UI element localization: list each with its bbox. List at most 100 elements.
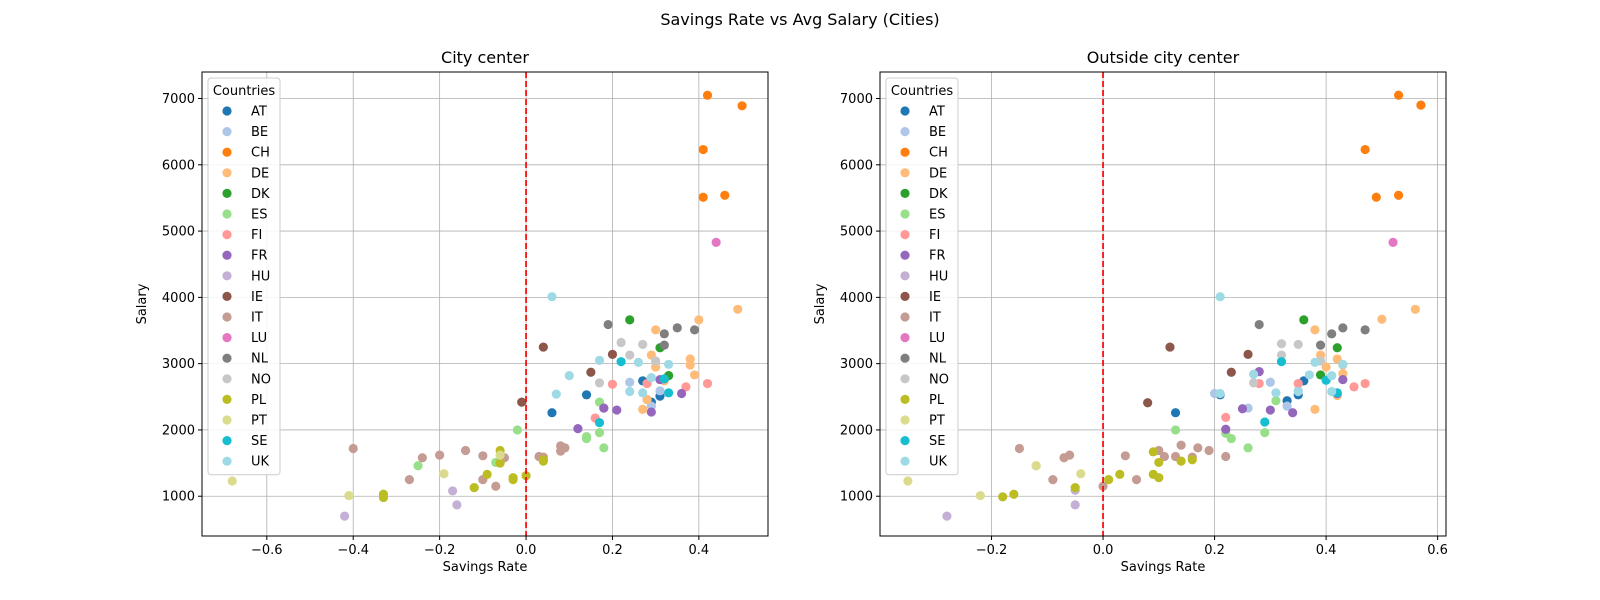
legend-label-fr: FR — [251, 249, 268, 264]
data-point-ch — [737, 101, 747, 111]
data-point-it — [1064, 450, 1075, 460]
data-point-it — [1014, 443, 1025, 454]
y-tick-label: 1000 — [162, 490, 195, 505]
legend-label-ch: CH — [929, 146, 948, 161]
data-point-fr — [676, 388, 687, 399]
data-point-it — [1120, 451, 1130, 461]
legend-marker-nl — [900, 353, 910, 363]
data-point-fr — [612, 405, 622, 415]
legend-label-uk: UK — [251, 455, 270, 470]
data-point-uk — [1249, 369, 1259, 379]
data-point-pt — [227, 476, 237, 486]
data-point-pl — [495, 458, 505, 468]
x-tick-label: −0.2 — [424, 543, 456, 558]
data-point-ch — [1416, 100, 1426, 110]
data-point-nl — [603, 319, 613, 330]
data-point-at — [547, 408, 557, 418]
data-point-it — [1131, 475, 1142, 485]
data-point-se — [664, 388, 674, 398]
data-point-pt — [903, 476, 913, 486]
data-point-ie — [1243, 349, 1253, 359]
data-point-ch — [698, 192, 708, 202]
data-point-no — [1249, 378, 1259, 388]
data-point-ch — [1394, 90, 1404, 100]
data-point-nl — [1327, 329, 1337, 339]
data-point-uk — [547, 292, 557, 302]
legend-label-it: IT — [929, 311, 941, 326]
data-point-es — [599, 443, 609, 453]
data-point-be — [1265, 377, 1275, 387]
data-point-uk — [1293, 386, 1303, 397]
y-tick-label: 7000 — [840, 92, 873, 107]
data-point-es — [1260, 427, 1270, 438]
y-tick-label: 6000 — [162, 158, 195, 173]
data-point-nl — [672, 323, 682, 333]
data-point-it — [1193, 443, 1203, 453]
data-point-hu — [339, 511, 350, 521]
legend-label-lu: LU — [251, 331, 267, 346]
data-point-ch — [1360, 144, 1370, 155]
data-point-uk — [564, 370, 574, 381]
data-point-ch — [702, 90, 713, 100]
legend-label-lu: LU — [929, 331, 945, 346]
legend-label-at: AT — [251, 105, 267, 120]
data-point-pl — [1154, 473, 1164, 483]
legend-marker-dk — [900, 188, 910, 198]
data-point-hu — [447, 486, 458, 496]
legend-label-fr: FR — [929, 249, 946, 264]
legend-marker-se — [222, 436, 232, 446]
x-tick-label: 0.4 — [689, 543, 710, 558]
x-tick-label: 0.4 — [1316, 543, 1337, 558]
data-point-pt — [975, 490, 985, 501]
data-point-pl — [378, 492, 389, 503]
y-tick-label: 5000 — [840, 225, 873, 240]
legend-marker-de — [900, 168, 910, 178]
legend-marker-es — [222, 209, 232, 219]
data-point-ie — [1165, 342, 1175, 352]
data-point-de — [1321, 362, 1331, 372]
y-tick-label: 5000 — [162, 225, 195, 240]
legend-marker-lu — [900, 333, 910, 343]
data-point-nl — [659, 340, 669, 350]
legend-marker-hu — [222, 271, 232, 281]
data-point-hu — [942, 511, 952, 521]
data-point-pl — [482, 469, 492, 479]
data-point-uk — [551, 389, 561, 399]
data-point-at — [1170, 408, 1181, 418]
data-point-fr — [1221, 424, 1231, 434]
legend-marker-fi — [222, 230, 232, 240]
legend-marker-no — [222, 374, 232, 384]
data-point-fr — [1338, 374, 1348, 385]
legend-title: Countries — [891, 84, 954, 99]
y-tick-label: 1000 — [840, 490, 873, 505]
data-point-pl — [521, 471, 531, 481]
data-point-nl — [1338, 323, 1348, 333]
data-point-uk — [1338, 359, 1348, 369]
legend-marker-es — [900, 209, 910, 219]
data-point-no — [625, 350, 635, 360]
data-point-pl — [538, 456, 548, 466]
legend-marker-pl — [900, 394, 910, 404]
legend-marker-pt — [900, 415, 910, 425]
legend-label-fi: FI — [929, 228, 940, 243]
data-point-uk — [1327, 370, 1337, 381]
data-point-uk — [1271, 388, 1281, 398]
data-point-es — [1226, 433, 1236, 444]
data-point-uk — [1304, 370, 1314, 380]
data-point-de — [651, 325, 661, 335]
legend-label-hu: HU — [929, 269, 948, 284]
data-point-se — [616, 357, 626, 367]
data-point-de — [1377, 314, 1387, 324]
data-point-uk — [625, 386, 635, 397]
data-point-de — [638, 404, 648, 414]
legend-marker-uk — [900, 456, 910, 466]
data-point-ie — [538, 342, 548, 352]
y-tick-label: 3000 — [162, 357, 195, 372]
data-point-uk — [594, 355, 605, 365]
legend-marker-at — [222, 106, 232, 116]
x-tick-label: −0.6 — [251, 543, 283, 558]
data-point-fr — [1237, 404, 1248, 414]
y-tick-label: 4000 — [162, 291, 195, 306]
legend-label-fi: FI — [251, 228, 262, 243]
legend-marker-fi — [900, 230, 910, 240]
